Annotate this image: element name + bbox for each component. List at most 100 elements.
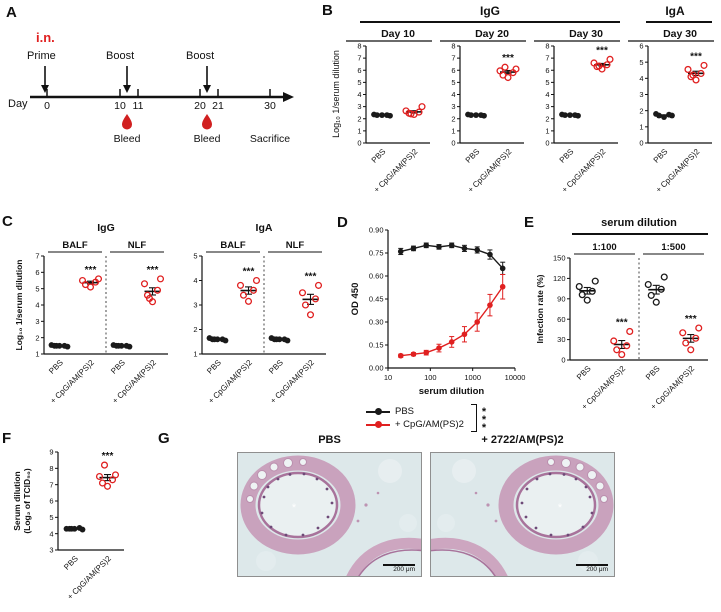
svg-text:Serum dilution: Serum dilution bbox=[12, 471, 22, 531]
day-tick-21: 21 bbox=[212, 100, 224, 112]
day-axis-label: Day bbox=[8, 98, 28, 110]
chart-infection-rate: 1:100 1:500 0 30 60 90 120 150 PBS *** + CpG/AM(PS… bbox=[535, 238, 714, 426]
day-tick-11: 11 bbox=[132, 100, 144, 112]
svg-text:7: 7 bbox=[357, 54, 361, 63]
svg-text:IgA: IgA bbox=[256, 222, 273, 234]
svg-text:7: 7 bbox=[35, 252, 39, 261]
svg-text:6: 6 bbox=[357, 66, 361, 75]
svg-text:3: 3 bbox=[193, 301, 197, 310]
svg-text:4: 4 bbox=[545, 90, 549, 99]
svg-text:4: 4 bbox=[35, 301, 39, 310]
svg-text:OD 450: OD 450 bbox=[350, 283, 361, 316]
svg-text:***: *** bbox=[147, 265, 159, 276]
svg-text:3: 3 bbox=[35, 317, 39, 326]
significance-stars: * * * bbox=[481, 406, 487, 434]
panel-d-legend: PBS + CpG/AM(PS)2 * * * bbox=[366, 404, 487, 434]
svg-text:PBS: PBS bbox=[464, 147, 482, 165]
svg-text:*: * bbox=[557, 502, 562, 514]
panel-a-label: A bbox=[6, 4, 17, 21]
svg-text:***: *** bbox=[305, 271, 317, 282]
svg-text:6: 6 bbox=[35, 268, 39, 277]
legend-item-cpg: + CpG/AM(PS)2 bbox=[366, 419, 464, 430]
svg-text:0: 0 bbox=[639, 139, 643, 148]
svg-text:0: 0 bbox=[357, 139, 361, 148]
svg-text:1000: 1000 bbox=[464, 373, 481, 382]
bleed2-label: Bleed bbox=[193, 133, 221, 145]
svg-text:7: 7 bbox=[451, 54, 455, 63]
svg-text:2: 2 bbox=[35, 333, 39, 342]
svg-text:5: 5 bbox=[451, 78, 455, 87]
svg-text:0.15: 0.15 bbox=[369, 341, 384, 350]
svg-text:Infection rate (%): Infection rate (%) bbox=[535, 274, 545, 343]
chart-igg-balf-nlf: IgG BALF NLF 1 2 3 4 5 6 7 PBS *** + CpG/AM(PS)2 PBS *… bbox=[14, 220, 172, 416]
svg-text:100: 100 bbox=[424, 373, 437, 382]
svg-text:0: 0 bbox=[561, 356, 565, 365]
scale-bar: 200 μm bbox=[576, 564, 608, 573]
svg-text:***: *** bbox=[685, 314, 697, 325]
sacrifice-label: Sacrifice bbox=[249, 133, 291, 145]
svg-text:3: 3 bbox=[49, 546, 53, 555]
svg-text:60: 60 bbox=[557, 315, 565, 324]
svg-text:(Log₂ of TCID₅₀): (Log₂ of TCID₅₀) bbox=[22, 468, 32, 533]
panel-g-label: G bbox=[158, 430, 170, 447]
day-tick-0: 0 bbox=[44, 100, 50, 112]
svg-text:6: 6 bbox=[451, 66, 455, 75]
svg-text:BALF: BALF bbox=[220, 240, 246, 251]
legend-label-pbs: PBS bbox=[395, 406, 415, 417]
svg-text:5: 5 bbox=[49, 513, 53, 522]
svg-text:PBS: PBS bbox=[652, 147, 670, 165]
svg-text:5: 5 bbox=[357, 78, 361, 87]
svg-text:1:100: 1:100 bbox=[592, 242, 616, 253]
prime-label: Prime bbox=[27, 50, 56, 62]
chart-od450-titration: 0.00 0.15 0.30 0.45 0.60 0.75 0.90 10 100 1000 100… bbox=[348, 222, 525, 400]
svg-text:9: 9 bbox=[49, 448, 53, 457]
svg-text:0.45: 0.45 bbox=[369, 295, 384, 304]
svg-text:***: *** bbox=[616, 317, 628, 328]
svg-text:PBS: PBS bbox=[205, 358, 223, 376]
serum-dilution-header: serum dilution bbox=[601, 217, 677, 229]
day-tick-20: 20 bbox=[194, 100, 206, 112]
scale-bar-line bbox=[576, 564, 608, 566]
day-tick-30: 30 bbox=[264, 100, 276, 112]
igg-header-underline bbox=[360, 21, 620, 23]
scale-bar: 200 μm bbox=[383, 564, 415, 573]
histology-image-cpg: * 200 μm bbox=[430, 452, 615, 577]
svg-text:2: 2 bbox=[357, 114, 361, 123]
timeline-graphic bbox=[30, 66, 294, 130]
svg-text:1: 1 bbox=[639, 122, 643, 131]
svg-text:1:500: 1:500 bbox=[661, 242, 685, 253]
legend-item-pbs: PBS bbox=[366, 406, 464, 417]
svg-text:10: 10 bbox=[384, 373, 392, 382]
svg-text:***: *** bbox=[596, 45, 608, 56]
pbs-series-marker-icon bbox=[366, 407, 390, 416]
tissue-section-graphic: * bbox=[431, 453, 614, 576]
scale-bar-line bbox=[383, 564, 415, 566]
svg-text:8: 8 bbox=[357, 42, 361, 51]
svg-text:3: 3 bbox=[545, 102, 549, 111]
svg-text:8: 8 bbox=[545, 42, 549, 51]
svg-text:90: 90 bbox=[557, 294, 565, 303]
svg-text:Day 30: Day 30 bbox=[569, 28, 603, 40]
svg-text:NLF: NLF bbox=[128, 240, 147, 251]
svg-text:8: 8 bbox=[451, 42, 455, 51]
svg-text:0.30: 0.30 bbox=[369, 318, 384, 327]
svg-text:5: 5 bbox=[545, 78, 549, 87]
serum-dilution-underline bbox=[572, 233, 708, 235]
svg-text:PBS: PBS bbox=[47, 358, 65, 376]
svg-text:0.75: 0.75 bbox=[369, 249, 384, 258]
chart-igg-day30: Day 30 0 1 2 3 4 5 6 7 8 PBS *** + CpG/AM(PS)2 bbox=[530, 26, 622, 201]
svg-text:4: 4 bbox=[639, 74, 643, 83]
svg-text:PBS: PBS bbox=[558, 147, 576, 165]
svg-text:3: 3 bbox=[639, 90, 643, 99]
svg-text:0: 0 bbox=[545, 139, 549, 148]
svg-text:150: 150 bbox=[553, 254, 566, 263]
svg-text:***: *** bbox=[502, 53, 514, 64]
svg-text:Log₁₀ 1/serum dilution: Log₁₀ 1/serum dilution bbox=[14, 260, 24, 351]
svg-text:5: 5 bbox=[639, 58, 643, 67]
svg-text:PBS: PBS bbox=[575, 364, 593, 382]
svg-text:5: 5 bbox=[193, 252, 197, 261]
svg-text:6: 6 bbox=[49, 497, 53, 506]
svg-text:4: 4 bbox=[451, 90, 455, 99]
svg-text:PBS: PBS bbox=[267, 358, 285, 376]
svg-text:NLF: NLF bbox=[286, 240, 305, 251]
